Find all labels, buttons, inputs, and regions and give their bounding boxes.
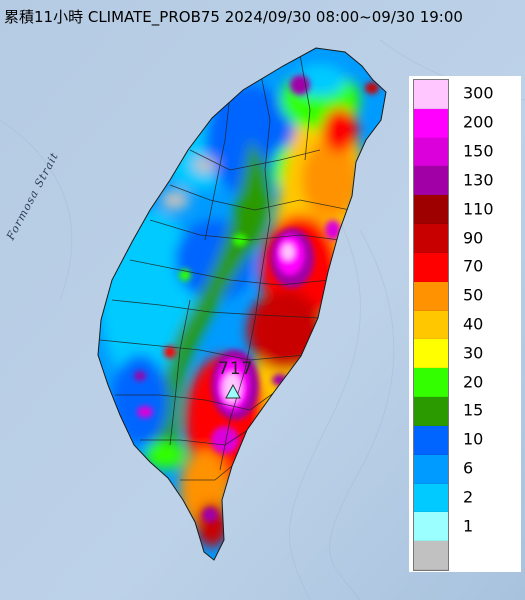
legend-swatch [414,310,448,340]
legend-label: 1 [463,516,474,536]
rainfall-fields [100,64,379,547]
legend-swatch [414,512,448,542]
legend-label: 300 [463,83,494,103]
legend-label: 10 [463,429,484,449]
county-borders [99,54,351,481]
legend-color-bar [413,79,449,571]
legend: 300 200 150 130 110 90 70 50 40 30 20 15 10 6 2 1 [409,76,521,572]
coastline [97,47,387,561]
legend-swatch [414,483,448,513]
legend-swatch [414,281,448,311]
legend-swatch [414,166,448,196]
legend-label: 200 [463,112,494,132]
legend-label: 130 [463,170,494,190]
taiwan-island [97,47,387,561]
legend-swatch [414,339,448,369]
peak-value-label: 717 [218,359,254,379]
legend-swatch [414,252,448,282]
triangle-marker-icon [225,383,241,399]
legend-label: 110 [463,199,494,219]
legend-swatch [414,541,448,571]
legend-label: 6 [463,458,474,478]
legend-label: 50 [463,285,484,305]
map-title: 累積11小時 CLIMATE_PROB75 2024/09/30 08:00~0… [4,8,463,26]
legend-swatch [414,397,448,426]
legend-swatch [414,195,448,225]
legend-swatch [414,454,448,484]
legend-swatch [414,137,448,167]
legend-label: 15 [463,400,484,420]
legend-label: 70 [463,256,484,276]
legend-label: 90 [463,228,484,248]
legend-swatch [414,425,448,455]
legend-label: 30 [463,343,484,363]
legend-label: 2 [463,487,474,507]
legend-swatch [414,108,448,138]
legend-swatch [414,80,448,109]
legend-swatch [414,224,448,253]
legend-labels: 300 200 150 130 110 90 70 50 40 30 20 15 10 6 2 1 [409,76,521,572]
legend-label: 150 [463,141,494,161]
legend-label: 40 [463,314,484,334]
legend-swatch [414,368,448,398]
legend-label: 20 [463,372,484,392]
